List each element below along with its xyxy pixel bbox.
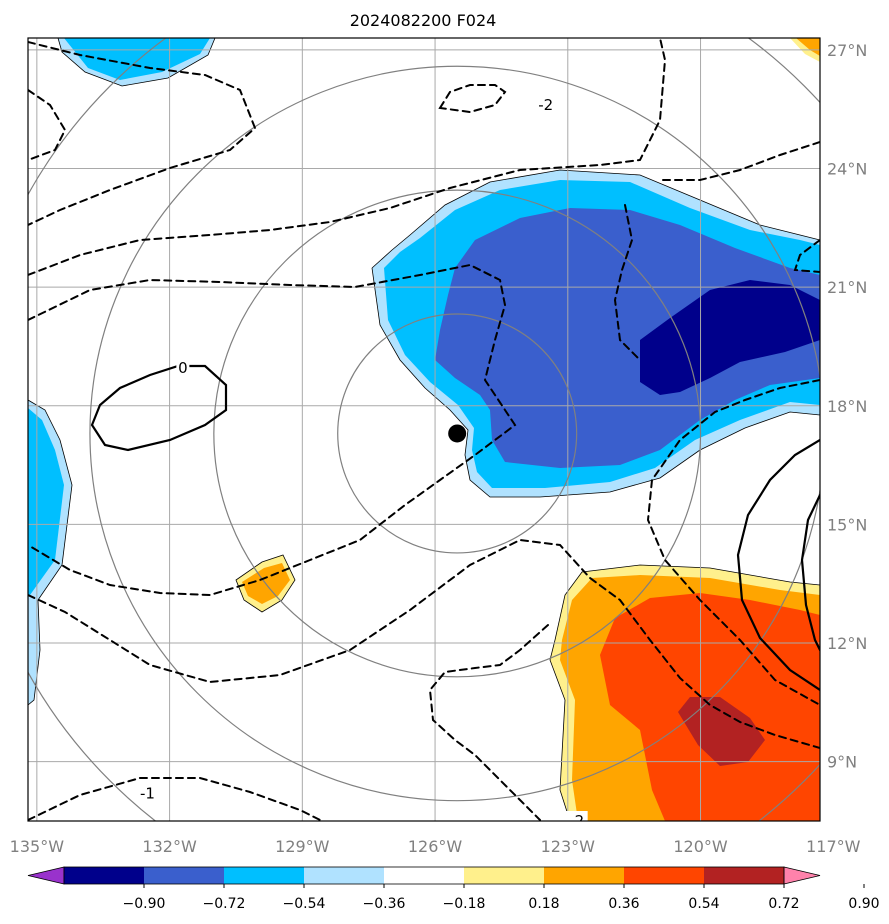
- latitude-tick-label: 18°N: [827, 397, 867, 416]
- colorbar-swatch: [384, 867, 465, 884]
- longitude-tick-label: 120°W: [673, 837, 728, 856]
- latitude-tick-label: 24°N: [827, 160, 867, 179]
- colorbar-extend-high: [784, 867, 820, 884]
- colorbar-swatch: [544, 867, 625, 884]
- figure-title: 2024082200 F024: [350, 11, 497, 30]
- colorbar-swatch: [624, 867, 705, 884]
- colorbar-extend-low: [28, 867, 64, 884]
- latitude-tick-label: 21°N: [827, 278, 867, 297]
- contour-label: -2: [538, 96, 553, 114]
- colorbar-tick-label: −0.18: [443, 896, 486, 912]
- longitude-tick-label: 126°W: [408, 837, 463, 856]
- colorbar-swatch: [224, 867, 305, 884]
- longitude-tick-labels: 135°W 132°W 129°W 126°W 123°W 120°W 117°W: [10, 837, 861, 856]
- colorbar-tick-label: −0.36: [363, 896, 406, 912]
- colorbar-tick-label: 0.36: [608, 896, 639, 912]
- colorbar-tick-label: −0.90: [123, 896, 166, 912]
- colorbar-tick-label: 0.72: [768, 896, 799, 912]
- colorbar-tick-label: 0.54: [688, 896, 719, 912]
- latitude-tick-label: 27°N: [827, 41, 867, 60]
- latitude-tick-label: 12°N: [827, 634, 867, 653]
- colorbar: −0.90 −0.72 −0.54 −0.36 −0.18 0.18 0.36 0.54 0.7…: [28, 867, 880, 912]
- latitude-tick-label: 9°N: [827, 753, 857, 772]
- contour-label: 0: [178, 359, 188, 377]
- contour-label: -1: [140, 784, 155, 802]
- longitude-tick-label: 129°W: [275, 837, 330, 856]
- colorbar-swatch: [144, 867, 225, 884]
- latitude-tick-labels: 27°N 24°N 21°N 18°N 15°N 12°N 9°N: [827, 41, 867, 772]
- storm-center-marker: [448, 424, 466, 442]
- longitude-tick-label: 117°W: [806, 837, 861, 856]
- colorbar-swatch: [304, 867, 385, 884]
- colorbar-swatch: [704, 867, 785, 884]
- longitude-tick-label: 132°W: [142, 837, 197, 856]
- latitude-tick-label: 15°N: [827, 515, 867, 534]
- longitude-tick-label: 123°W: [541, 837, 596, 856]
- colorbar-tick-label: −0.72: [203, 896, 246, 912]
- colorbar-swatch: [64, 867, 145, 884]
- colorbar-tick-label: −0.54: [283, 896, 326, 912]
- colorbar-tick-label: 0.90: [848, 896, 879, 912]
- longitude-tick-label: 135°W: [10, 837, 65, 856]
- colorbar-swatch: [464, 867, 545, 884]
- colorbar-tick-label: 0.18: [528, 896, 559, 912]
